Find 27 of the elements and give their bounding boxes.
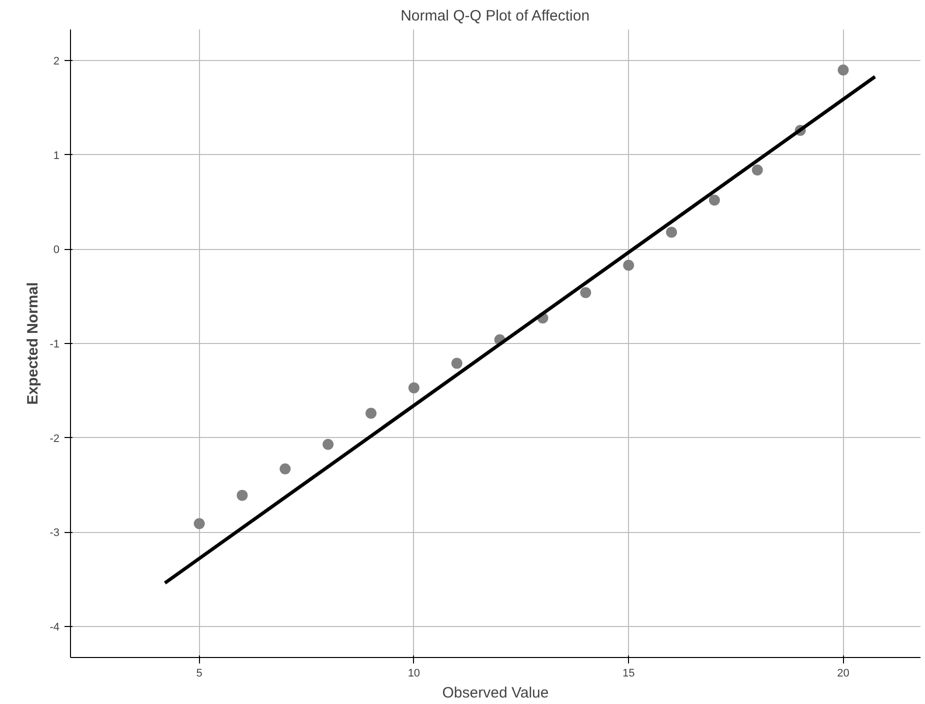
- y-tick-label: -3: [50, 527, 60, 540]
- x-tick-label: 10: [408, 668, 420, 680]
- y-tick-label: 0: [53, 244, 60, 256]
- x-axis-title: Observed Value: [442, 684, 549, 702]
- chart-title: Normal Q-Q Plot of Affection: [400, 8, 590, 24]
- y-tick-label: 2: [53, 56, 60, 68]
- point: [366, 408, 377, 419]
- point: [623, 260, 634, 271]
- point: [838, 64, 849, 76]
- y-tick-label: 1: [53, 150, 60, 162]
- y-tick-label: -1: [50, 338, 60, 350]
- y-tick-label: -2: [50, 432, 60, 445]
- point: [752, 164, 763, 176]
- point: [580, 287, 592, 298]
- x-tick-label: 20: [837, 668, 850, 680]
- point: [236, 490, 248, 501]
- point: [666, 226, 678, 238]
- x-tick-label: 5: [196, 668, 202, 680]
- point: [280, 463, 291, 474]
- y-tick-label: -4: [50, 621, 60, 634]
- y-axis-title: Expected Normal: [24, 282, 42, 405]
- point: [451, 358, 462, 369]
- x-tick-label: 15: [622, 668, 635, 680]
- point: [408, 382, 420, 394]
- point: [708, 194, 720, 206]
- point: [194, 518, 205, 530]
- point: [322, 438, 334, 450]
